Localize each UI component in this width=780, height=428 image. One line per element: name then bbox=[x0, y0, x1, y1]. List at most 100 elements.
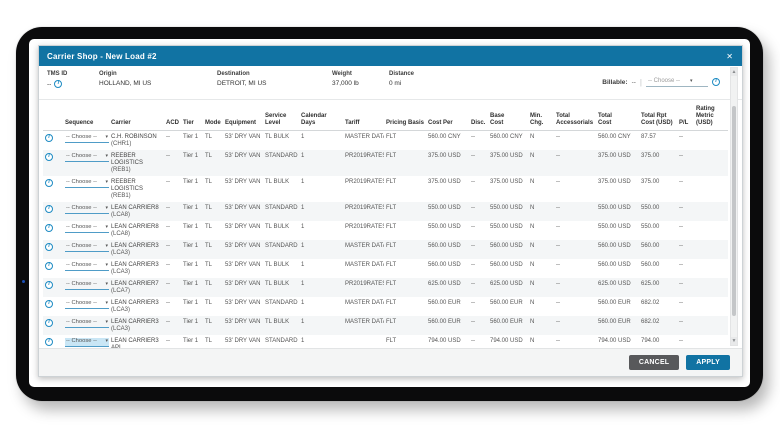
mode-cell: TL bbox=[205, 318, 213, 325]
sequence-cell: -- Choose -- ▾ bbox=[63, 240, 109, 259]
equipment-cell: 53' DRY VAN bbox=[225, 223, 261, 230]
row-info-cell: i bbox=[43, 316, 63, 335]
cost-per-cell: 550.00 USD bbox=[428, 223, 461, 230]
total-rpt-cost-cell: 550.00 bbox=[641, 204, 660, 211]
info-icon[interactable]: i bbox=[45, 178, 53, 187]
min-chg-cell: N bbox=[530, 280, 535, 287]
disc-cell: -- bbox=[471, 152, 475, 159]
total-accessorials-cell: -- bbox=[556, 133, 560, 140]
destination-value: DETROIT, MI US bbox=[217, 80, 267, 87]
total-rpt-cost-cell: 560.00 bbox=[641, 261, 660, 268]
total-accessorials-cell: -- bbox=[556, 178, 560, 185]
chevron-down-icon: ▾ bbox=[105, 133, 108, 140]
column-header: Service Level bbox=[263, 100, 299, 131]
tariff-cell: MASTER DATA bbox=[345, 318, 384, 325]
column-header: Pricing Basis bbox=[384, 100, 426, 131]
origin-label: Origin bbox=[99, 71, 117, 77]
sequence-select[interactable]: -- Choose -- ▾ bbox=[65, 179, 109, 188]
total-rpt-cost-cell: 560.00 bbox=[641, 242, 660, 249]
info-icon[interactable]: i bbox=[45, 280, 53, 289]
base-cost-cell: 560.00 USD bbox=[490, 261, 523, 268]
column-header: Sequence bbox=[63, 100, 109, 131]
pricing-basis-cell: FLT bbox=[386, 152, 397, 159]
disc-cell: -- bbox=[471, 178, 475, 185]
rating-metric-cell bbox=[694, 150, 728, 176]
sequence-cell: -- Choose -- ▾ bbox=[63, 278, 109, 297]
rating-metric-cell bbox=[694, 278, 728, 297]
chevron-down-icon: ▾ bbox=[105, 261, 108, 268]
service-level-cell: TL BULK bbox=[265, 318, 290, 325]
column-header: Base Cost bbox=[488, 100, 528, 131]
mode-cell: TL bbox=[205, 337, 213, 344]
acd-cell: -- bbox=[166, 337, 170, 344]
min-chg-cell: N bbox=[530, 318, 535, 325]
min-chg-cell: N bbox=[530, 337, 535, 344]
info-icon[interactable]: i bbox=[45, 152, 53, 161]
info-icon[interactable]: i bbox=[45, 299, 53, 308]
table-row: i -- Choose -- ▾ LEAN CARRIER7 (LCA7) -- bbox=[43, 277, 728, 297]
info-icon[interactable]: i bbox=[45, 204, 53, 213]
scroll-down-icon[interactable]: ▼ bbox=[731, 337, 737, 345]
disc-cell: -- bbox=[471, 280, 475, 287]
sequence-select[interactable]: -- Choose -- ▾ bbox=[65, 262, 109, 271]
scroll-up-icon[interactable]: ▲ bbox=[731, 68, 737, 76]
calendar-days-cell: 1 bbox=[301, 242, 305, 249]
acd-cell: -- bbox=[166, 242, 170, 249]
sequence-select[interactable]: -- Choose -- ▾ bbox=[65, 243, 109, 252]
total-cost-cell: 560.00 EUR bbox=[598, 318, 631, 325]
disc-cell: -- bbox=[471, 299, 475, 306]
mode-cell: TL bbox=[205, 133, 213, 140]
sequence-select[interactable]: -- Choose -- ▾ bbox=[65, 224, 109, 233]
column-header: Disc. bbox=[469, 100, 488, 131]
laptop-frame: Carrier Shop - New Load #2 ✕ TMS ID -- i… bbox=[16, 27, 763, 401]
billable-value: -- bbox=[631, 78, 636, 86]
equipment-cell: 53' DRY VAN bbox=[225, 152, 261, 159]
carrier-cell: C.H. ROBINSON (CHR1) bbox=[111, 133, 157, 147]
column-header: ACD bbox=[164, 100, 181, 131]
equipment-cell: 53' DRY VAN bbox=[225, 337, 261, 344]
vertical-scrollbar[interactable]: ▲ ▼ bbox=[730, 67, 738, 346]
total-rpt-cost-cell: 794.00 bbox=[641, 337, 660, 344]
sequence-select[interactable]: -- Choose -- ▾ bbox=[65, 134, 109, 143]
sequence-select[interactable]: -- Choose -- ▾ bbox=[65, 281, 109, 290]
total-accessorials-cell: -- bbox=[556, 299, 560, 306]
pl-cell: -- bbox=[679, 318, 683, 325]
info-icon[interactable]: i bbox=[45, 337, 53, 346]
pl-cell: -- bbox=[679, 152, 683, 159]
pl-cell: -- bbox=[679, 299, 683, 306]
billable-divider: | bbox=[639, 77, 642, 87]
cancel-button[interactable]: CANCEL bbox=[628, 355, 680, 370]
total-accessorials-cell: -- bbox=[556, 337, 560, 344]
origin-value: HOLLAND, MI US bbox=[99, 80, 152, 87]
weight-field: Weight 37,000 lb bbox=[332, 71, 389, 87]
info-icon[interactable]: i bbox=[45, 133, 53, 142]
apply-button[interactable]: APPLY bbox=[686, 355, 730, 370]
info-icon[interactable]: i bbox=[45, 242, 53, 251]
sequence-select[interactable]: -- Choose -- ▾ bbox=[65, 205, 109, 214]
info-icon[interactable]: i bbox=[45, 318, 53, 327]
acd-cell: -- bbox=[166, 178, 170, 185]
min-chg-cell: N bbox=[530, 299, 535, 306]
sequence-select[interactable]: -- Choose -- ▾ bbox=[65, 337, 109, 347]
chevron-down-icon: ▾ bbox=[105, 318, 108, 325]
info-icon[interactable]: i bbox=[712, 78, 720, 86]
disc-cell: -- bbox=[471, 261, 475, 268]
close-icon[interactable]: ✕ bbox=[726, 51, 733, 61]
sequence-cell: -- Choose -- ▾ bbox=[63, 176, 109, 202]
pricing-basis-cell: FLT bbox=[386, 299, 397, 306]
info-icon[interactable]: i bbox=[45, 223, 53, 232]
carrier-cell: REEBER LOGISTICS (REB1) bbox=[111, 178, 144, 199]
billable-select[interactable]: -- Choose -- ▾ bbox=[646, 77, 708, 87]
acd-cell: -- bbox=[166, 223, 170, 230]
chevron-down-icon: ▾ bbox=[105, 178, 108, 185]
sequence-select[interactable]: -- Choose -- ▾ bbox=[65, 319, 109, 328]
sequence-select[interactable]: -- Choose -- ▾ bbox=[65, 153, 109, 162]
sequence-select[interactable]: -- Choose -- ▾ bbox=[65, 300, 109, 309]
info-icon[interactable]: i bbox=[45, 261, 53, 270]
chevron-down-icon: ▾ bbox=[105, 223, 108, 230]
info-icon[interactable]: i bbox=[54, 80, 63, 88]
billable-label: Billable: bbox=[602, 78, 628, 86]
cost-per-cell: 375.00 USD bbox=[428, 152, 461, 159]
scrollbar-thumb[interactable] bbox=[732, 106, 736, 316]
acd-cell: -- bbox=[166, 261, 170, 268]
